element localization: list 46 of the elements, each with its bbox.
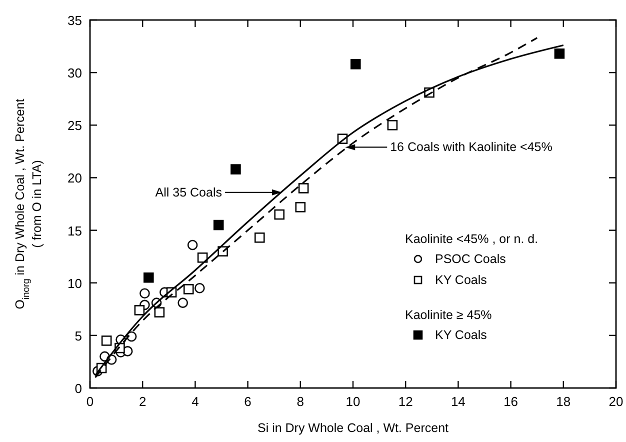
point <box>154 307 165 318</box>
legend-label: PSOC Coals <box>435 252 506 266</box>
x-tick-label: 4 <box>192 394 199 409</box>
x-tick-label: 6 <box>244 394 252 409</box>
x-tick-label: 16 <box>504 394 518 409</box>
y-tick-label: 15 <box>68 223 82 238</box>
y-tick-label: 25 <box>68 118 82 134</box>
point <box>554 48 565 59</box>
y-tick-label: 5 <box>74 328 82 344</box>
x-tick-label: 12 <box>398 394 413 409</box>
point <box>134 305 145 316</box>
annotation: All 35 Coals <box>155 185 222 200</box>
x-tick-label: 10 <box>346 394 360 409</box>
point <box>183 284 194 294</box>
y-tick-label: 20 <box>68 170 82 186</box>
y-tick-label: 10 <box>68 276 82 291</box>
x-tick-label: 14 <box>450 394 466 409</box>
annotation: Kaolinite ≥ 45% <box>405 308 492 322</box>
point <box>254 232 265 243</box>
point <box>194 282 205 294</box>
x-tick-label: 8 <box>296 394 304 409</box>
x-tick-label: 20 <box>608 394 624 409</box>
point <box>101 336 112 346</box>
y-tick-label: 30 <box>68 66 82 81</box>
y-tick-label: 0 <box>74 381 82 396</box>
x-tick-label: 2 <box>138 394 146 409</box>
point <box>230 164 241 174</box>
point <box>197 252 208 263</box>
annotation: 16 Coals with Kaolinite <45% <box>390 140 552 154</box>
annotation: Kaolinite <45% , or n. d. <box>405 232 538 246</box>
point <box>213 220 224 230</box>
point <box>350 59 361 70</box>
point <box>295 202 306 212</box>
point <box>140 288 150 299</box>
point <box>274 209 285 220</box>
y-tick-label: 35 <box>68 13 82 28</box>
x-tick-label: 0 <box>86 394 94 409</box>
x-axis-title: Si in Dry Whole Coal , Wt. Percent <box>257 421 450 435</box>
point <box>298 183 309 194</box>
point <box>178 298 188 308</box>
point <box>187 240 198 250</box>
point <box>387 120 398 130</box>
x-tick-label: 18 <box>556 394 571 409</box>
legend-label: KY Coals <box>435 328 487 342</box>
point <box>144 272 154 283</box>
legend-label: KY Coals <box>435 273 487 287</box>
